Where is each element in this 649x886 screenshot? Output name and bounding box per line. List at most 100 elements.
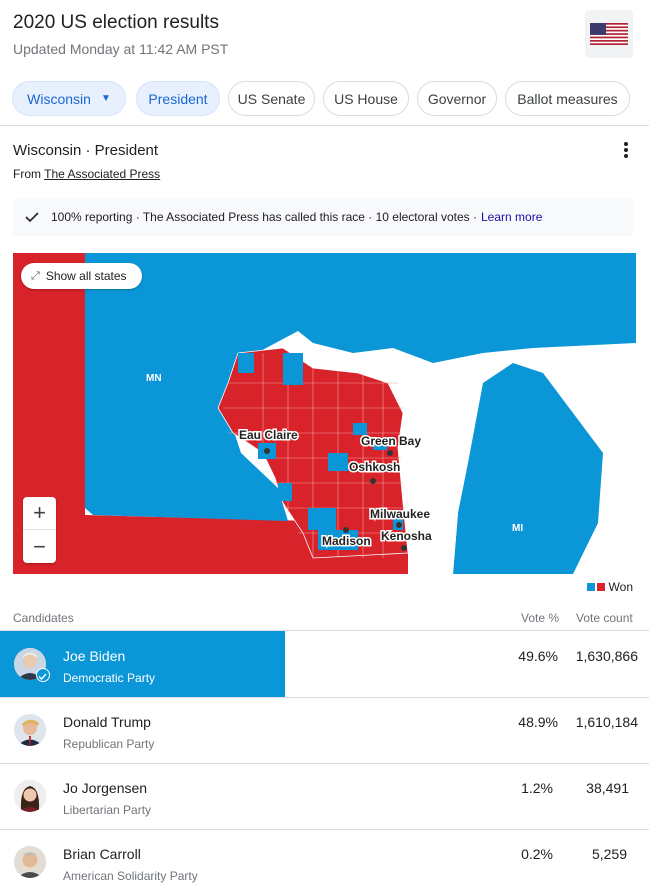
us-flag-icon — [585, 10, 633, 58]
vote-count: 38,491 — [586, 780, 629, 796]
city-dot — [401, 545, 407, 551]
map-label-madison: Madison — [322, 534, 371, 548]
blue-county — [278, 483, 292, 501]
table-row[interactable]: Brian Carroll American Solidarity Party … — [0, 829, 649, 886]
iowa-shape — [85, 515, 313, 574]
map-label-kenosha: Kenosha — [381, 529, 432, 543]
vote-pct: 49.6% — [518, 648, 558, 664]
legend-dem-swatch — [586, 583, 595, 591]
more-options-icon[interactable] — [620, 142, 632, 160]
results-table-header: Candidates Vote % Vote count — [0, 604, 649, 630]
city-dot — [264, 448, 270, 454]
candidate-name: Jo Jorgensen — [63, 780, 148, 796]
chip-label: Governor — [427, 90, 487, 107]
candidate-name: Donald Trump — [63, 714, 151, 730]
map-label-mn: MN — [146, 373, 162, 384]
expand-icon: ⤢ — [31, 269, 40, 282]
city-dot — [370, 478, 376, 484]
divider — [0, 697, 649, 698]
source-link[interactable]: The Associated Press — [44, 167, 161, 181]
candidate-party: American Solidarity Party — [63, 869, 198, 883]
map-legend: Won — [586, 580, 633, 594]
divider — [0, 630, 649, 631]
candidate-party: Democratic Party — [63, 671, 156, 685]
chip-label: President — [148, 90, 208, 107]
vote-pct: 48.9% — [518, 714, 558, 730]
map-label-oshkosh: Oshkosh — [349, 460, 400, 474]
table-row[interactable]: Joe Biden Democratic Party 49.6% 1,630,8… — [0, 631, 649, 697]
candidate-party: Libertarian Party — [63, 803, 152, 817]
winner-check-icon — [36, 668, 50, 682]
show-all-label: Show all states — [45, 269, 127, 283]
chip-us-house[interactable]: US House — [323, 81, 409, 116]
col-vote-count: Vote count — [576, 611, 633, 625]
blue-county — [318, 530, 358, 550]
vote-pct: 1.2% — [521, 780, 553, 796]
michigan-up-shape — [223, 253, 636, 363]
west-state-shape — [13, 253, 85, 574]
vote-count: 1,630,866 — [575, 648, 638, 664]
col-vote-pct: Vote % — [521, 611, 560, 625]
chip-president[interactable]: President — [136, 81, 220, 116]
table-row[interactable]: Jo Jorgensen Libertarian Party 1.2% 38,4… — [0, 763, 649, 829]
results-map[interactable]: Eau Claire Green Bay Oshkosh Milwaukee M… — [13, 253, 636, 574]
updated-timestamp: Updated Monday at 11:42 AM PST — [13, 41, 229, 57]
divider — [0, 829, 649, 830]
divider — [0, 125, 649, 126]
chip-label: Wisconsin — [27, 90, 91, 107]
lake-michigan-shape — [408, 433, 458, 574]
map-label-mi: MI — [512, 523, 523, 534]
illinois-shape — [313, 553, 408, 574]
candidate-party: Republican Party — [63, 737, 155, 751]
learn-more-link[interactable]: Learn more — [481, 210, 543, 224]
michigan-lp-shape — [453, 363, 603, 574]
map-label-eau-claire: Eau Claire — [239, 428, 298, 442]
page-title: 2020 US election results — [13, 12, 219, 33]
map-label-green-bay: Green Bay — [361, 434, 421, 448]
chip-us-senate[interactable]: US Senate — [228, 81, 315, 116]
candidate-name: Brian Carroll — [63, 846, 141, 862]
chip-governor[interactable]: Governor — [417, 81, 497, 116]
col-candidates: Candidates — [13, 611, 74, 625]
chip-label: US Senate — [237, 90, 306, 107]
chip-state-dropdown[interactable]: Wisconsin ▼ — [12, 81, 126, 116]
header: 2020 US election results Updated Monday … — [13, 10, 638, 70]
avatar — [14, 846, 46, 878]
blue-county — [353, 423, 367, 435]
blue-county — [308, 508, 336, 530]
zoom-in-button[interactable]: + — [23, 497, 56, 530]
zoom-out-button[interactable]: − — [33, 533, 46, 559]
vote-pct: 0.2% — [521, 846, 553, 862]
chip-label: Ballot measures — [517, 90, 618, 107]
check-icon — [25, 212, 39, 223]
zoom-controls: + − — [23, 497, 56, 563]
blue-county — [328, 453, 348, 471]
chip-ballot-measures[interactable]: Ballot measures — [505, 81, 630, 116]
show-all-states-button[interactable]: ⤢ Show all states — [21, 263, 142, 289]
source-prefix: From — [13, 167, 41, 181]
vote-count: 5,259 — [591, 846, 627, 862]
chip-label: US House — [334, 90, 398, 107]
candidate-name: Joe Biden — [63, 648, 126, 664]
avatar — [14, 780, 46, 812]
city-dot — [387, 450, 393, 456]
table-row[interactable]: Donald Trump Republican Party 48.9% 1,61… — [0, 697, 649, 763]
legend-label: Won — [608, 580, 633, 594]
minnesota-shape — [85, 253, 313, 521]
city-dot — [343, 527, 349, 533]
avatar — [14, 714, 46, 746]
race-title: Wisconsin · President — [13, 142, 159, 159]
race-filter-chips: Wisconsin ▼ President US Senate US House… — [12, 81, 642, 117]
divider — [0, 763, 649, 764]
source-line: From The Associated Press — [13, 167, 160, 181]
race-status-text: 100% reporting · The Associated Press ha… — [51, 210, 477, 224]
city-dot — [396, 522, 402, 528]
blue-county — [373, 438, 387, 450]
caret-down-icon: ▼ — [100, 93, 111, 104]
legend-rep-swatch — [596, 583, 605, 591]
vote-count: 1,610,184 — [575, 714, 638, 730]
blue-county — [238, 353, 254, 373]
vote-share-bar — [0, 631, 285, 697]
map-label-milwaukee: Milwaukee — [370, 507, 430, 521]
blue-county — [283, 353, 303, 385]
